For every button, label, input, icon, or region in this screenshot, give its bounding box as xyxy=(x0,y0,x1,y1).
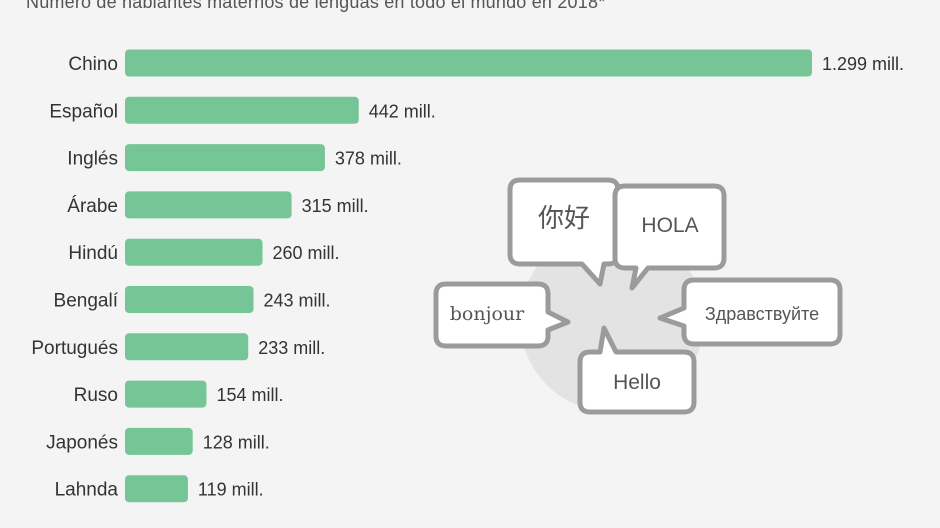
value-label: 1.299 mill. xyxy=(822,54,904,74)
bar xyxy=(125,96,359,124)
value-label: 378 mill. xyxy=(335,149,402,169)
greeting-bonjour: bonjour xyxy=(450,303,525,325)
category-label: Japonés xyxy=(46,432,118,453)
value-label: 442 mill. xyxy=(369,101,436,121)
bubble-russian: Здравствуйте xyxy=(657,277,843,347)
category-label: Hindú xyxy=(68,243,118,264)
greeting-hello: Hello xyxy=(613,371,661,394)
category-label: Portugués xyxy=(31,338,118,359)
bubble-bonjour: bonjour xyxy=(433,281,571,349)
category-label: Lahnda xyxy=(55,480,119,501)
greeting-russian: Здравствуйте xyxy=(705,304,819,324)
value-label: 233 mill. xyxy=(258,338,325,358)
bubble-hola: HOLA xyxy=(612,183,727,291)
greeting-hola: HOLA xyxy=(641,214,698,237)
category-label: Inglés xyxy=(67,149,118,170)
category-label: Ruso xyxy=(74,385,118,406)
bar xyxy=(125,191,292,219)
value-label: 154 mill. xyxy=(216,385,283,405)
bar xyxy=(125,380,207,408)
bubble-hello: Hello xyxy=(577,325,697,415)
category-label: Bengalí xyxy=(54,291,119,312)
bar xyxy=(125,475,188,503)
value-label: 315 mill. xyxy=(302,196,369,216)
greeting-chinese: 你好 xyxy=(538,203,590,233)
bar xyxy=(125,286,254,313)
bars-group: Chino 1.299 mill. Español 442 mill. Inglés 37… xyxy=(31,49,904,503)
value-label: 128 mill. xyxy=(203,432,270,452)
bar xyxy=(125,333,249,361)
value-label: 260 mill. xyxy=(273,243,340,263)
value-label: 119 mill. xyxy=(198,480,264,500)
greetings-illustration: 你好 HOLA bonjour Здравствуйте Hello xyxy=(433,177,843,415)
category-label: Chino xyxy=(68,54,118,75)
value-label: 243 mill. xyxy=(264,291,331,311)
bubble-chinese: 你好 xyxy=(507,177,621,287)
chart-subtitle: Número de hablantes maternos de lenguas … xyxy=(26,0,606,12)
bar xyxy=(125,238,263,266)
category-label: Español xyxy=(49,101,118,122)
category-label: Árabe xyxy=(67,196,118,217)
bar xyxy=(125,427,193,455)
bar xyxy=(125,49,812,77)
bar xyxy=(125,144,325,172)
